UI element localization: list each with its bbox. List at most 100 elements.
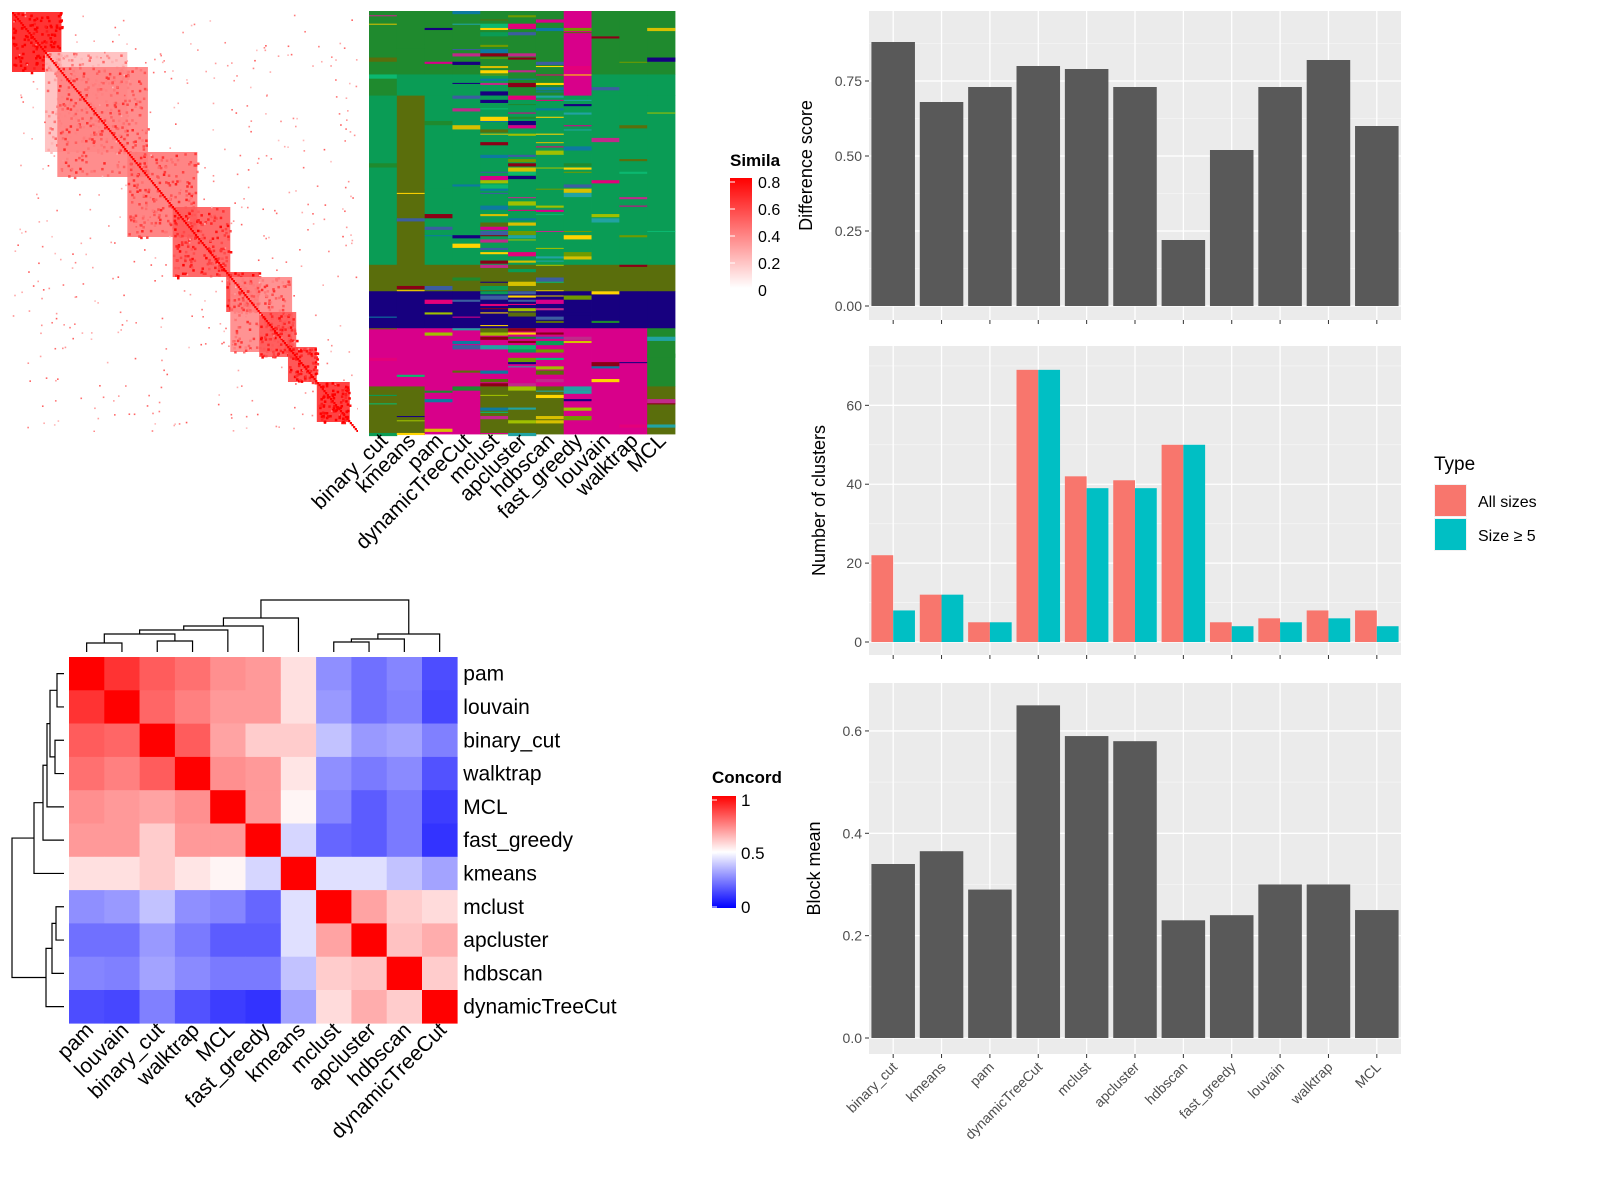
membership-cell (535, 167, 565, 169)
similarity-diagonal-cell (231, 278, 234, 281)
concordance-cell (245, 756, 282, 791)
similarity-diagonal-cell (36, 42, 39, 45)
similarity-cell (130, 173, 134, 176)
membership-cell (508, 328, 537, 332)
similarity-diagonal-cell (285, 344, 288, 347)
similarity-cell (185, 189, 188, 193)
similarity-noise-cell (117, 276, 120, 278)
similarity-cell (343, 421, 347, 425)
concordance-row-label: louvain (463, 696, 530, 719)
membership-cell (535, 420, 565, 424)
similarity-noise-cell (20, 96, 23, 99)
similarity-cell (49, 68, 53, 71)
membership-cell (563, 184, 592, 188)
bar-all-sizes (1209, 622, 1232, 642)
similarity-diagonal-cell (293, 354, 296, 357)
similarity-cell (174, 163, 177, 166)
similarity-cell (214, 266, 217, 270)
similarity-noise-cell (213, 77, 216, 79)
similarity-cell (47, 148, 50, 152)
y-tick-label: 0.0 (843, 1030, 863, 1046)
similarity-cell (347, 388, 350, 392)
membership-cell (563, 146, 592, 151)
similarity-cell (21, 45, 24, 48)
similarity-noise-cell (343, 47, 346, 49)
similarity-cell (284, 328, 287, 331)
concordance-cell (422, 856, 458, 891)
similarity-noise-cell (135, 322, 137, 324)
concordance-cell (104, 823, 140, 858)
membership-cell (480, 222, 509, 227)
similarity-diagonal-cell (308, 372, 311, 375)
similarity-noise-cell (266, 94, 268, 96)
similarity-noise-cell (20, 164, 22, 167)
similarity-noise-cell (187, 219, 190, 222)
similarity-cell (93, 112, 96, 116)
similarity-cell (249, 309, 252, 312)
similarity-cell (222, 210, 225, 213)
similarity-noise-cell (165, 264, 167, 266)
membership-cell (563, 424, 592, 429)
similarity-noise-cell (311, 414, 314, 417)
similarity-noise-cell (273, 335, 275, 337)
similarity-cell (62, 57, 66, 60)
bar-size-ge-5 (989, 622, 1012, 642)
similarity-noise-cell (57, 420, 60, 422)
similarity-cell (189, 237, 193, 241)
similarity-cell (278, 319, 282, 322)
membership-cell (452, 49, 481, 51)
similarity-noise-cell (191, 315, 193, 318)
similarity-diagonal-cell (82, 98, 86, 101)
similarity-noise-cell (163, 369, 165, 372)
similarity-noise-cell (121, 324, 124, 326)
similarity-diagonal-cell (26, 30, 30, 33)
similarity-cell (252, 295, 256, 298)
membership-cell (563, 74, 592, 76)
membership-cell (508, 91, 537, 96)
similarity-noise-cell (163, 60, 165, 62)
similarity-cell (278, 309, 282, 312)
similarity-cell (342, 417, 345, 420)
concordance-legend-bar (712, 796, 736, 908)
similarity-cell (342, 420, 345, 424)
concordance-cell (422, 790, 458, 824)
similarity-noise-cell (59, 258, 62, 261)
similarity-cell (122, 144, 125, 147)
similarity-cell (81, 154, 84, 158)
similarity-cell (68, 175, 71, 178)
similarity-cell (113, 132, 116, 135)
top-dendrogram-link (260, 599, 410, 634)
concordance-cell (139, 923, 176, 957)
similarity-cell (196, 220, 199, 223)
similarity-cell (154, 221, 158, 225)
similarity-cell (59, 104, 62, 107)
membership-cell (480, 411, 509, 413)
membership-cell (535, 394, 565, 399)
membership-cell (508, 420, 537, 424)
membership-cell (508, 291, 537, 295)
similarity-noise-cell (355, 59, 358, 61)
similarity-diagonal-cell (247, 298, 250, 301)
membership-cell (480, 65, 509, 69)
similarity-cell (291, 339, 295, 343)
concordance-cell (316, 856, 352, 891)
membership-cell (480, 180, 509, 184)
similarity-cell (326, 415, 330, 418)
similarity-cell (136, 174, 139, 178)
similarity-cell (185, 198, 188, 202)
similarity-cell (201, 233, 205, 237)
similarity-noise-cell (24, 230, 27, 233)
similarity-diagonal-cell (196, 236, 199, 239)
similarity-cell (197, 219, 200, 222)
membership-block (424, 328, 453, 387)
similarity-cell (73, 52, 76, 56)
similarity-diagonal-cell (305, 368, 308, 371)
similarity-noise-cell (312, 65, 314, 67)
similarity-diagonal-cell (224, 270, 227, 273)
similarity-diagonal-cell (59, 70, 62, 73)
similarity-cell (189, 258, 192, 262)
membership-cell (535, 332, 565, 335)
similarity-cell (201, 267, 205, 270)
similarity-cell (95, 55, 99, 59)
similarity-cell (59, 131, 63, 135)
